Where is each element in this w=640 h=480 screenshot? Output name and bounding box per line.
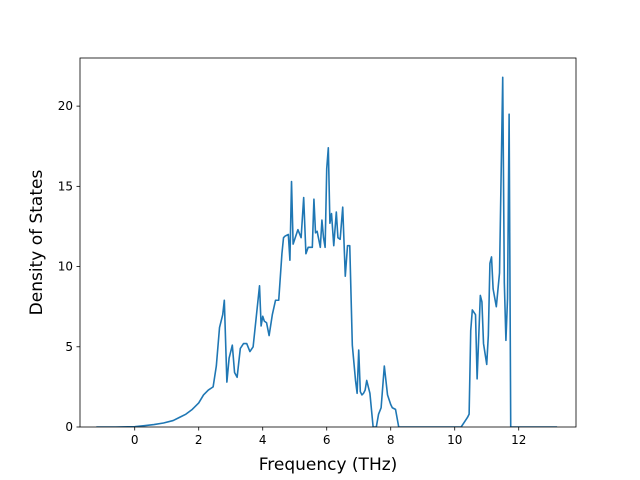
x-tick-label: 0 [131, 433, 139, 447]
y-tick-label: 15 [58, 179, 73, 193]
x-axis-ticks: 0 2 4 6 8 10 12 [131, 427, 526, 447]
dos-series-line [96, 76, 558, 427]
y-tick-label: 0 [65, 420, 73, 434]
y-axis-ticks: 0 5 10 15 20 [58, 99, 80, 434]
axes-frame [79, 57, 577, 428]
x-axis-label: Frequency (THz) [259, 455, 398, 475]
y-tick-label: 5 [65, 340, 73, 354]
plot-area [96, 76, 558, 427]
y-tick-label: 20 [58, 99, 73, 113]
y-tick-label: 10 [58, 260, 73, 274]
x-tick-label: 4 [259, 433, 267, 447]
x-tick-label: 12 [511, 433, 526, 447]
x-tick-label: 2 [195, 433, 203, 447]
x-tick-label: 6 [323, 433, 331, 447]
x-tick-label: 10 [447, 433, 462, 447]
y-axis-label: Density of States [27, 170, 47, 316]
x-tick-label: 8 [387, 433, 395, 447]
